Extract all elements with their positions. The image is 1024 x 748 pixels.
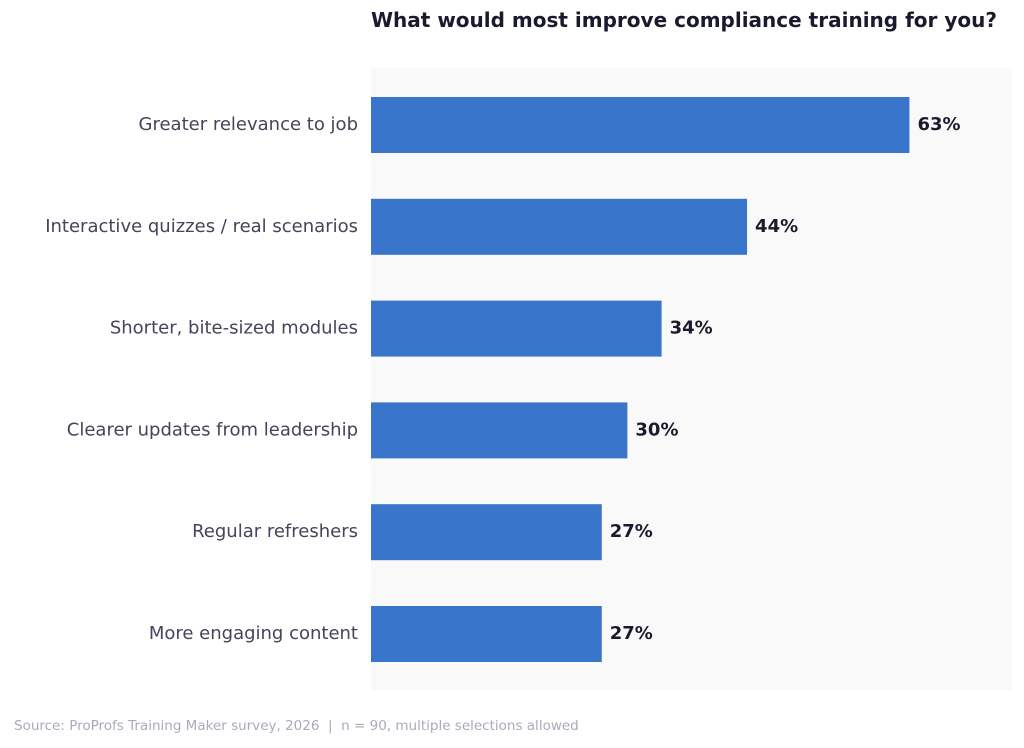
- category-label: Greater relevance to job: [139, 114, 358, 135]
- value-label: 30%: [635, 419, 678, 440]
- plot-background: [371, 68, 1012, 690]
- category-label: Regular refreshers: [192, 521, 358, 542]
- value-label: 27%: [610, 521, 653, 542]
- category-label: Interactive quizzes / real scenarios: [45, 216, 358, 237]
- value-label: 34%: [670, 318, 713, 339]
- source-note: Source: ProProfs Training Maker survey, …: [14, 718, 579, 734]
- category-label: Shorter, bite-sized modules: [110, 318, 358, 339]
- category-label: More engaging content: [149, 623, 358, 644]
- value-label: 44%: [755, 216, 798, 237]
- bar: [371, 300, 662, 357]
- bar: [371, 504, 602, 561]
- value-label: 63%: [917, 114, 960, 135]
- value-label: 27%: [610, 623, 653, 644]
- bar: [371, 198, 748, 255]
- chart-title: What would most improve compliance train…: [371, 8, 997, 32]
- bar: [371, 97, 910, 153]
- bar: [371, 402, 628, 459]
- bar: [371, 606, 602, 662]
- category-label: Clearer updates from leadership: [67, 419, 358, 440]
